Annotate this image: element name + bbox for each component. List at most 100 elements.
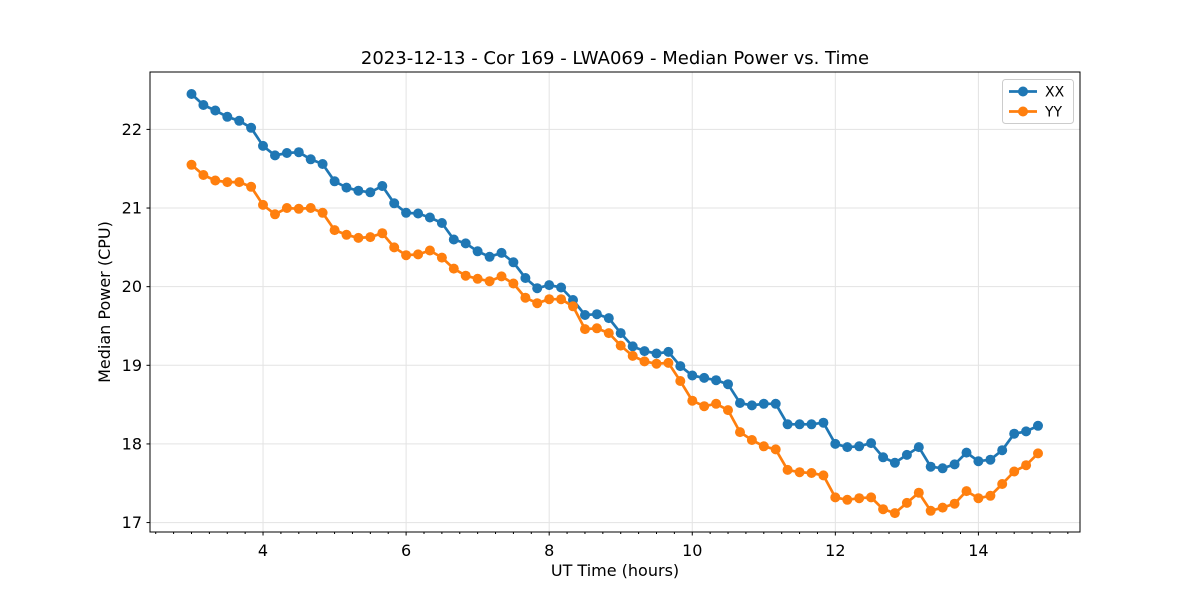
- data-point: [472, 273, 483, 284]
- data-point: [317, 207, 328, 218]
- legend-marker-sample: [1018, 106, 1028, 117]
- data-point: [365, 232, 376, 243]
- data-point: [901, 497, 912, 508]
- data-point: [866, 438, 877, 449]
- data-point: [615, 328, 626, 339]
- x-tick-label: 10: [682, 541, 702, 560]
- tick-labels: 4 6 8 10 12 14 17 18 19 20 21 22: [122, 120, 989, 560]
- data-point: [925, 461, 936, 472]
- data-point: [913, 442, 924, 453]
- data-point: [627, 341, 638, 352]
- data-point: [711, 375, 722, 386]
- legend-item-XX: XX: [1009, 85, 1065, 101]
- data-point: [222, 177, 233, 188]
- data-point: [544, 294, 555, 305]
- data-point: [210, 105, 221, 116]
- data-point: [758, 441, 769, 452]
- data-point: [389, 242, 400, 253]
- data-point: [401, 250, 412, 261]
- data-point: [651, 358, 662, 369]
- data-point: [735, 427, 745, 438]
- data-point: [556, 294, 567, 305]
- data-point: [627, 350, 638, 361]
- data-point: [556, 282, 567, 293]
- x-tick-label: 6: [401, 541, 411, 560]
- data-point: [424, 245, 435, 256]
- y-tick-label: 22: [122, 120, 142, 139]
- data-point: [949, 459, 960, 470]
- data-point: [258, 140, 268, 151]
- legend-label: XX: [1045, 85, 1065, 101]
- data-point: [770, 398, 781, 409]
- data-point: [436, 252, 447, 263]
- data-point: [985, 490, 996, 501]
- data-point: [746, 435, 757, 445]
- x-axis-label: UT Time (hours): [551, 561, 679, 580]
- data-point: [424, 212, 435, 223]
- data-point: [544, 280, 555, 291]
- data-point: [1033, 448, 1043, 459]
- data-point: [270, 150, 280, 161]
- data-point: [782, 464, 793, 475]
- series-group: [186, 89, 1043, 519]
- data-point: [603, 313, 614, 324]
- data-point: [675, 361, 686, 372]
- data-point: [281, 148, 292, 158]
- data-point: [675, 376, 686, 386]
- data-point: [699, 401, 710, 412]
- data-point: [663, 357, 674, 368]
- data-point: [520, 292, 531, 303]
- data-point: [508, 257, 519, 268]
- data-point: [448, 263, 459, 274]
- data-point: [329, 176, 340, 187]
- data-point: [591, 323, 602, 334]
- data-point: [770, 444, 781, 455]
- data-point: [687, 395, 698, 406]
- y-tick-label: 17: [122, 513, 142, 532]
- data-point: [341, 182, 352, 193]
- y-tick-label: 19: [122, 356, 142, 375]
- plot-area: [150, 72, 1080, 532]
- data-point: [842, 442, 853, 453]
- data-point: [496, 247, 507, 258]
- y-tick-label: 21: [122, 199, 142, 218]
- data-point: [281, 203, 292, 213]
- data-point: [794, 419, 805, 430]
- data-point: [341, 229, 352, 240]
- legend-marker-sample: [1018, 86, 1028, 97]
- data-point: [1021, 426, 1032, 437]
- data-point: [913, 487, 924, 498]
- data-point: [436, 218, 447, 228]
- data-point: [949, 498, 960, 509]
- y-axis-label: Median Power (CPU): [95, 221, 114, 383]
- data-point: [603, 328, 614, 339]
- data-point: [639, 346, 650, 357]
- data-point: [222, 111, 233, 122]
- data-point: [496, 271, 507, 282]
- data-point: [484, 276, 495, 287]
- data-point: [818, 470, 829, 481]
- data-point: [198, 170, 209, 180]
- data-point: [532, 298, 543, 309]
- data-point: [520, 273, 531, 283]
- data-point: [830, 492, 841, 503]
- data-point: [389, 198, 400, 209]
- data-point: [711, 398, 722, 409]
- data-point: [723, 379, 733, 390]
- data-point: [580, 324, 590, 335]
- data-point: [663, 346, 674, 357]
- data-point: [186, 89, 197, 99]
- series-YY: [186, 159, 1043, 519]
- data-point: [615, 340, 626, 351]
- x-tick-label: 4: [258, 541, 268, 560]
- data-point: [961, 486, 972, 497]
- data-point: [901, 449, 912, 460]
- x-tick-label: 14: [968, 541, 988, 560]
- legend-item-YY: YY: [1009, 105, 1063, 121]
- data-point: [365, 187, 376, 198]
- data-point: [937, 463, 948, 474]
- data-point: [270, 209, 280, 220]
- data-point: [198, 100, 209, 110]
- data-point: [484, 251, 495, 262]
